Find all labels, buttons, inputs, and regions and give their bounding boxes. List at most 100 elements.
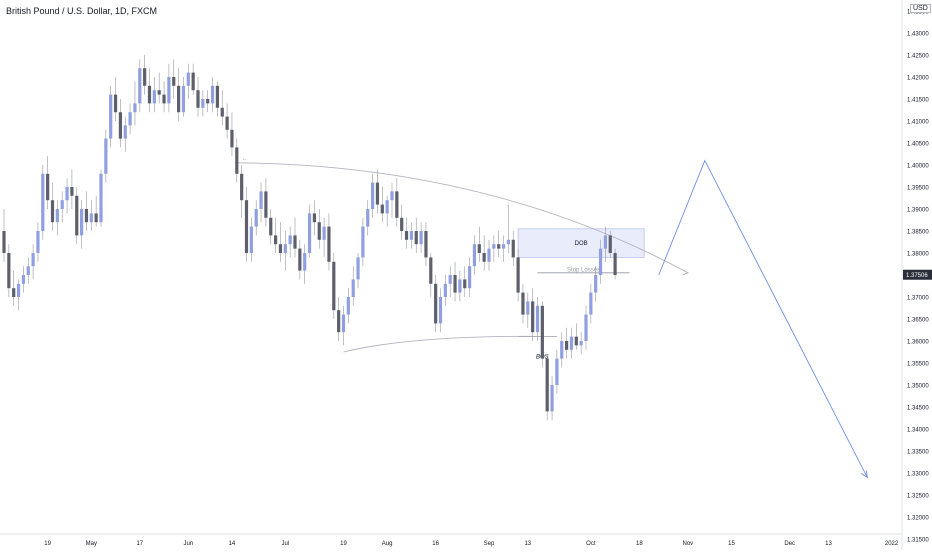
candle[interactable]: [531, 288, 535, 341]
candle[interactable]: [511, 231, 515, 267]
candle[interactable]: [26, 257, 30, 284]
candle[interactable]: [84, 191, 89, 231]
candle[interactable]: [293, 217, 297, 258]
candle[interactable]: [526, 292, 530, 328]
candle[interactable]: [395, 178, 399, 227]
candle[interactable]: [128, 103, 132, 135]
candle[interactable]: [196, 77, 200, 117]
candle[interactable]: [220, 90, 224, 126]
candle[interactable]: [468, 257, 472, 297]
candle[interactable]: [21, 266, 25, 293]
candle[interactable]: [240, 165, 244, 218]
candle[interactable]: [201, 90, 205, 117]
candle[interactable]: [492, 235, 496, 262]
candle[interactable]: [172, 59, 176, 99]
candle[interactable]: [458, 270, 462, 302]
candle[interactable]: [46, 156, 50, 209]
candle[interactable]: [603, 226, 607, 262]
candle[interactable]: [210, 77, 215, 113]
candle[interactable]: [215, 81, 219, 117]
candle[interactable]: [341, 305, 346, 346]
candle[interactable]: [269, 209, 273, 245]
candle[interactable]: [283, 231, 287, 271]
candle[interactable]: [472, 235, 477, 275]
candle[interactable]: [123, 116, 127, 152]
candle[interactable]: [565, 327, 569, 359]
candle[interactable]: [400, 204, 404, 240]
candle[interactable]: [589, 283, 593, 324]
candle[interactable]: [50, 182, 55, 231]
candle[interactable]: [16, 279, 21, 311]
candle[interactable]: [594, 266, 598, 302]
candle[interactable]: [191, 63, 195, 95]
candle[interactable]: [501, 235, 506, 262]
candle[interactable]: [560, 332, 564, 368]
candle[interactable]: [307, 204, 312, 258]
candle[interactable]: [482, 235, 486, 271]
candle[interactable]: [230, 112, 234, 157]
candle[interactable]: [550, 376, 554, 421]
candle[interactable]: [584, 305, 588, 350]
candle[interactable]: [312, 200, 316, 236]
candle[interactable]: [75, 187, 79, 245]
candle[interactable]: [404, 217, 409, 249]
candle[interactable]: [94, 195, 98, 227]
candle-layer[interactable]: [2, 55, 617, 421]
candle[interactable]: [506, 204, 510, 253]
candle[interactable]: [186, 63, 190, 99]
candle[interactable]: [540, 301, 544, 368]
candle[interactable]: [438, 288, 443, 333]
candle[interactable]: [579, 332, 583, 355]
candle[interactable]: [429, 253, 433, 297]
candle[interactable]: [375, 169, 380, 214]
candle[interactable]: [535, 297, 540, 341]
candle[interactable]: [235, 138, 239, 183]
candle[interactable]: [463, 266, 467, 297]
candle[interactable]: [60, 191, 64, 223]
candle[interactable]: [598, 239, 603, 284]
candle[interactable]: [380, 187, 384, 223]
candle[interactable]: [424, 222, 428, 267]
candle[interactable]: [303, 244, 307, 284]
candle[interactable]: [244, 187, 249, 262]
currency-label[interactable]: USD: [910, 4, 931, 13]
candle[interactable]: [371, 173, 375, 218]
candle[interactable]: [80, 200, 84, 249]
candle[interactable]: [298, 239, 302, 280]
candle[interactable]: [414, 217, 418, 253]
candle[interactable]: [327, 213, 331, 271]
candle[interactable]: [2, 209, 6, 262]
candle[interactable]: [133, 81, 137, 126]
candle[interactable]: [443, 275, 447, 306]
candle[interactable]: [332, 253, 336, 319]
candle[interactable]: [497, 231, 501, 258]
candle[interactable]: [366, 200, 370, 236]
candle[interactable]: [138, 59, 142, 113]
candle[interactable]: [143, 55, 147, 95]
candle[interactable]: [177, 68, 181, 121]
candle[interactable]: [118, 99, 122, 148]
candle[interactable]: [574, 323, 578, 350]
candle[interactable]: [109, 85, 113, 148]
candle[interactable]: [569, 327, 574, 359]
candle[interactable]: [147, 68, 152, 113]
candle[interactable]: [157, 72, 161, 104]
candle[interactable]: [206, 90, 210, 113]
candle[interactable]: [545, 354, 549, 421]
candle[interactable]: [555, 349, 559, 394]
candle[interactable]: [390, 182, 394, 218]
candle[interactable]: [317, 209, 321, 249]
candle[interactable]: [477, 226, 481, 262]
candle[interactable]: [254, 200, 258, 236]
candle[interactable]: [274, 217, 278, 253]
candle[interactable]: [351, 266, 355, 306]
candle[interactable]: [70, 169, 74, 209]
candle[interactable]: [419, 222, 423, 253]
candle[interactable]: [55, 200, 59, 236]
candle[interactable]: [89, 200, 93, 231]
candle[interactable]: [181, 77, 186, 117]
candle[interactable]: [249, 217, 253, 262]
candle[interactable]: [225, 103, 229, 139]
candle[interactable]: [12, 270, 16, 306]
